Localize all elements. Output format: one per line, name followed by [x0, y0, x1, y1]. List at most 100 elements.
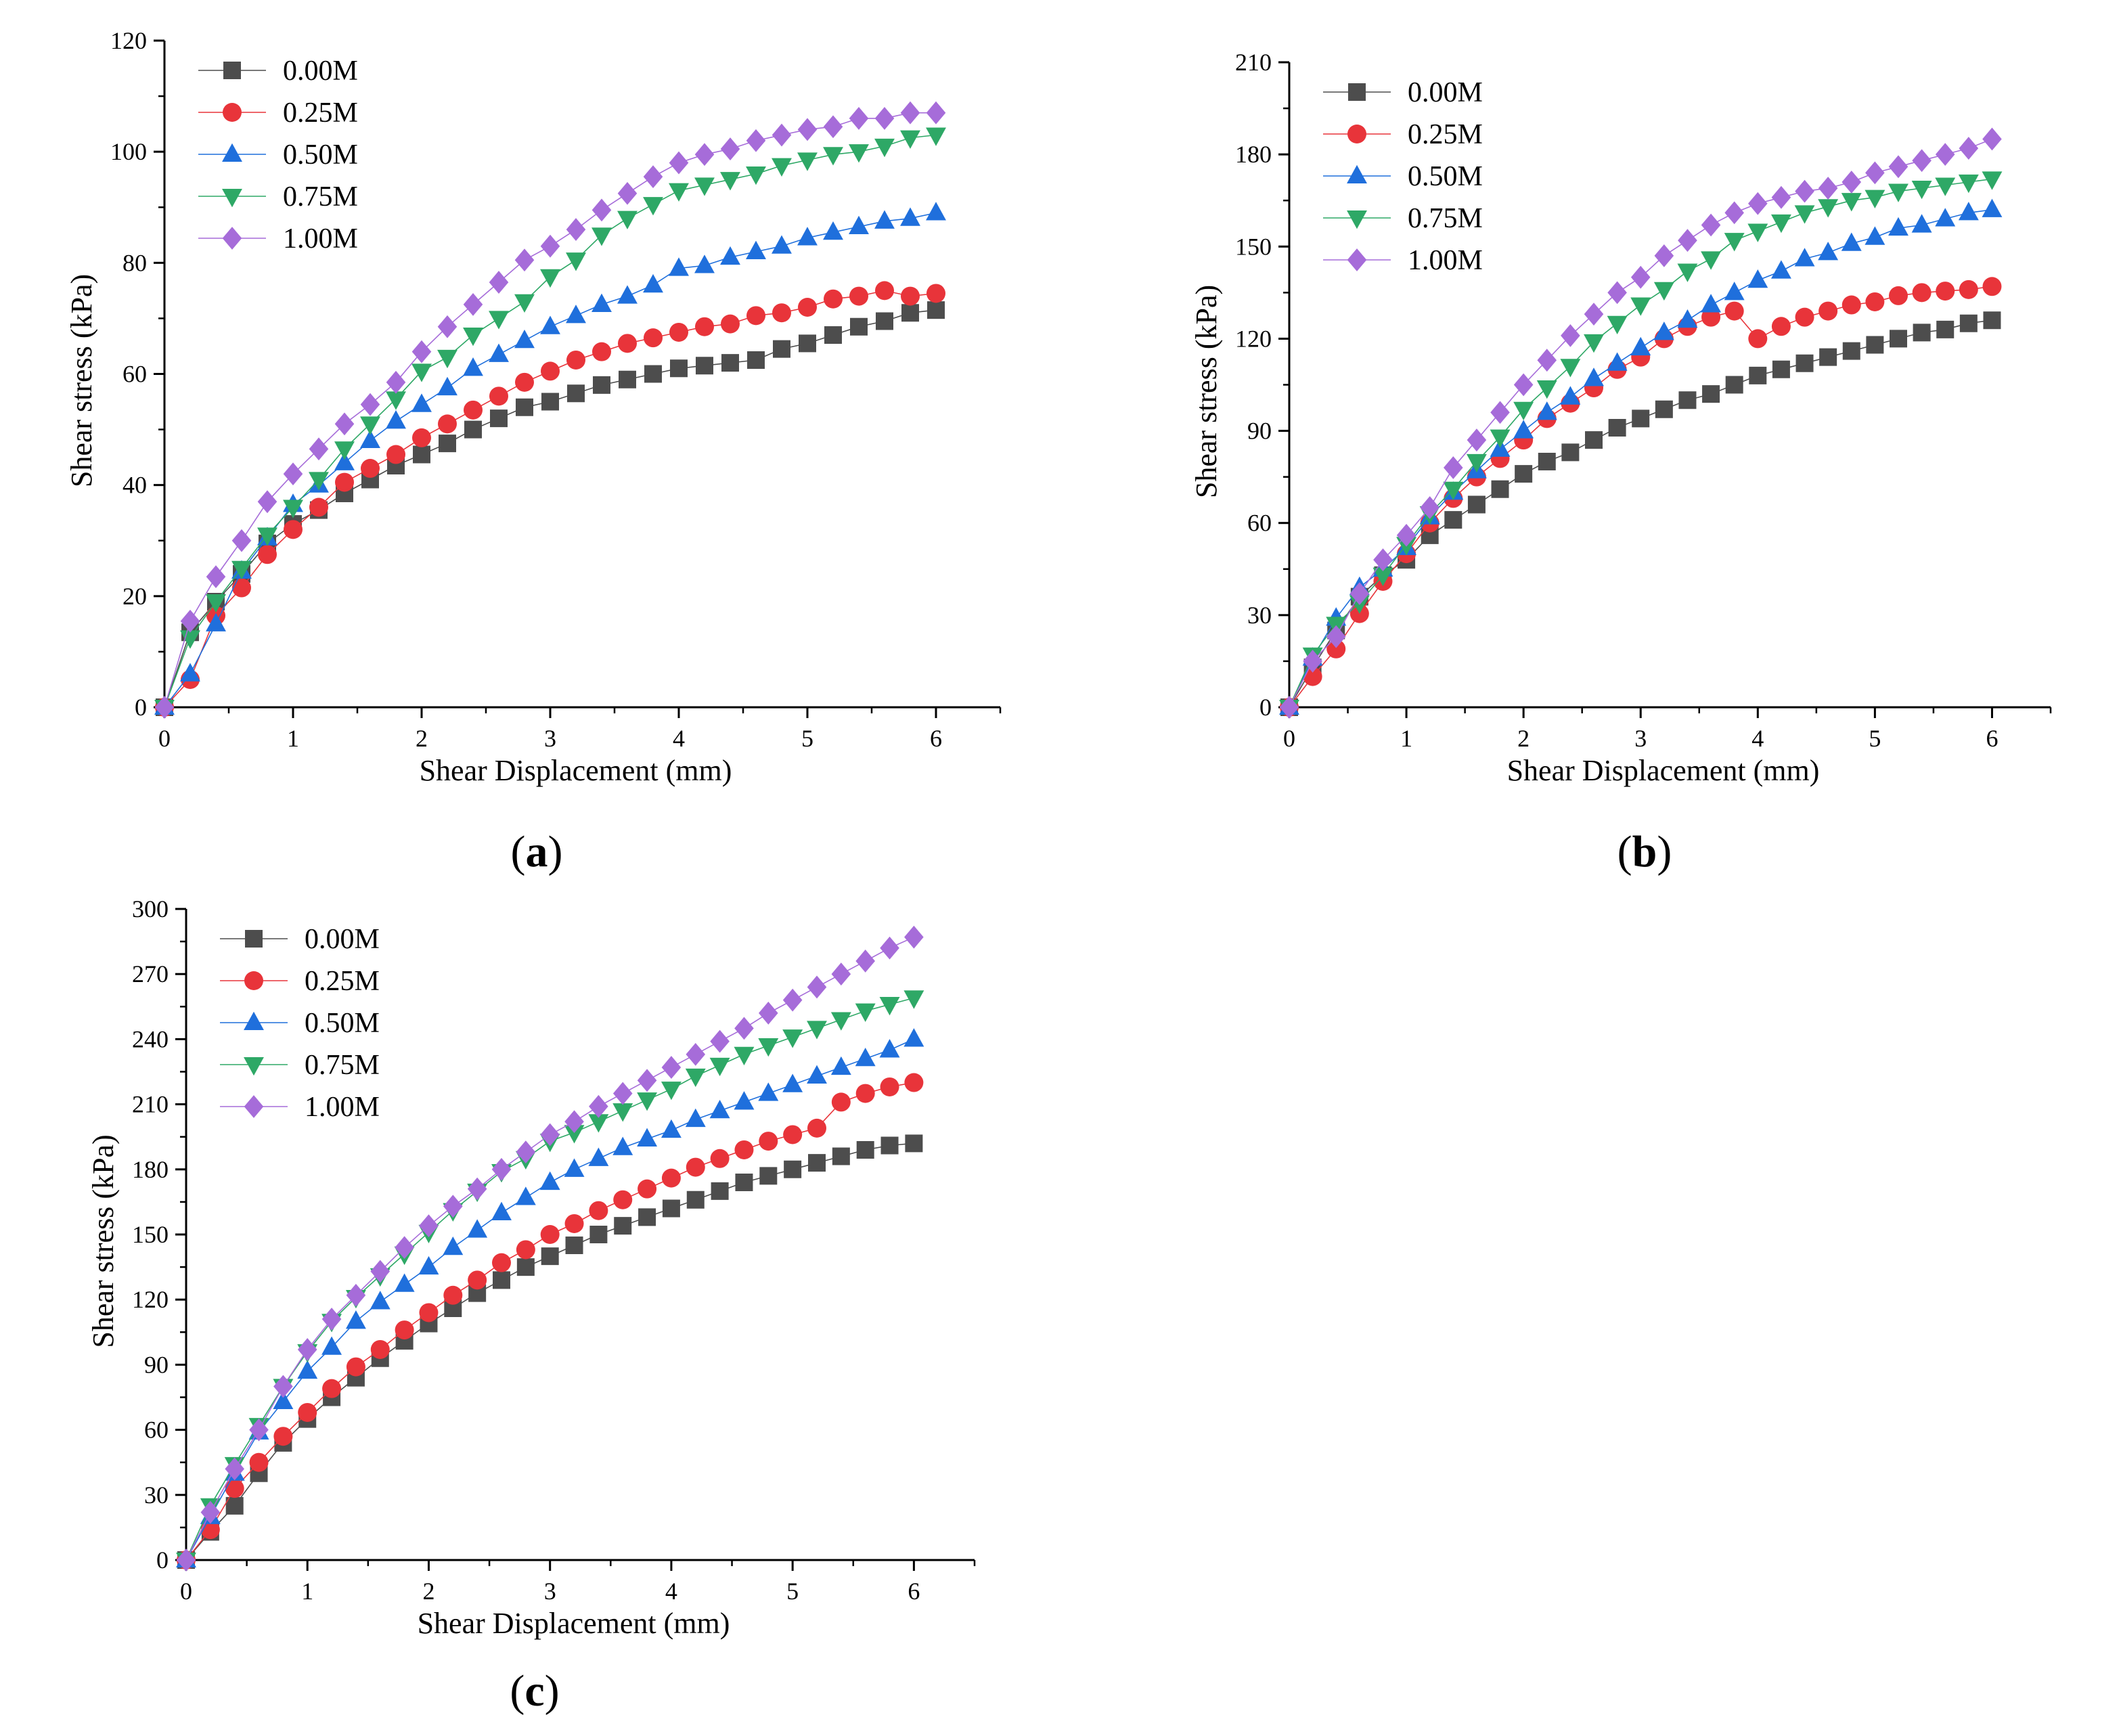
data-point	[1630, 336, 1651, 356]
data-point	[566, 305, 586, 324]
data-point	[759, 1132, 778, 1151]
data-point	[772, 158, 792, 177]
data-point	[661, 1119, 682, 1138]
data-point	[360, 429, 380, 449]
y-tick-label: 210	[132, 1091, 169, 1118]
data-point	[1795, 307, 1814, 327]
legend-label: 1.00M	[1408, 245, 1483, 276]
data-point	[1630, 265, 1651, 289]
data-point	[309, 497, 328, 517]
data-point	[225, 1479, 244, 1498]
series-0.00M	[177, 1134, 923, 1569]
data-point	[206, 613, 226, 631]
data-point	[644, 365, 662, 383]
data-point	[1607, 281, 1627, 305]
data-point	[322, 1379, 342, 1398]
legend-label: 0.50M	[305, 1008, 380, 1039]
data-point	[418, 1255, 439, 1275]
legend-marker	[245, 930, 263, 948]
data-point	[798, 298, 817, 317]
legend-marker	[244, 971, 263, 990]
legend-label: 0.75M	[1408, 203, 1483, 234]
data-point	[644, 328, 663, 348]
data-point	[875, 281, 894, 301]
data-point	[1770, 214, 1791, 233]
data-point	[784, 1160, 802, 1178]
data-point	[1701, 251, 1722, 270]
data-point	[1841, 232, 1862, 251]
data-point	[1536, 401, 1557, 420]
data-point	[926, 202, 946, 221]
data-point	[612, 1103, 633, 1122]
data-point	[566, 218, 586, 241]
data-point	[297, 1338, 317, 1361]
data-point	[849, 144, 869, 163]
data-point	[249, 1418, 269, 1442]
data-point	[880, 936, 899, 960]
legend-entry: 0.50M	[1323, 161, 1483, 192]
data-point	[1889, 286, 1908, 305]
data-point	[772, 303, 791, 323]
data-point	[1491, 480, 1509, 498]
data-point	[1373, 548, 1393, 572]
data-point	[1655, 400, 1673, 418]
data-point	[709, 1099, 730, 1119]
data-point	[225, 1496, 244, 1515]
data-point	[758, 1082, 779, 1101]
data-point	[1818, 177, 1838, 200]
data-point	[1653, 321, 1674, 340]
series-line	[185, 997, 914, 1561]
x-tick-label: 4	[673, 725, 685, 752]
legend-marker	[222, 227, 242, 250]
x-tick-label: 5	[1869, 725, 1881, 752]
data-point	[593, 376, 610, 394]
data-point	[1818, 199, 1839, 218]
data-point	[824, 326, 842, 344]
x-tick-label: 2	[422, 1578, 434, 1605]
data-point	[797, 118, 818, 141]
data-point	[515, 1186, 536, 1205]
data-point	[360, 416, 380, 435]
data-point	[797, 152, 818, 171]
data-point	[904, 925, 924, 949]
data-point	[686, 1157, 705, 1177]
data-point	[1538, 452, 1556, 470]
data-point	[515, 372, 534, 392]
y-tick-label: 60	[122, 361, 147, 388]
data-point	[1795, 179, 1814, 203]
legend-marker	[1347, 210, 1367, 229]
data-point	[419, 1303, 439, 1322]
data-point	[926, 101, 946, 125]
data-point	[176, 1549, 196, 1572]
data-point	[273, 1427, 293, 1446]
data-point	[345, 1310, 366, 1329]
data-point	[489, 386, 508, 406]
panel-label: (c)	[510, 1666, 559, 1716]
data-point	[360, 393, 380, 416]
data-point	[1724, 301, 1744, 321]
data-point	[1841, 171, 1862, 194]
data-point	[516, 398, 533, 416]
data-point	[1770, 260, 1791, 279]
data-point	[1794, 205, 1815, 224]
data-point	[1819, 348, 1837, 366]
data-point	[1913, 324, 1931, 342]
data-point	[1911, 181, 1932, 200]
data-point	[273, 1390, 294, 1409]
data-point	[746, 129, 766, 152]
data-point	[463, 357, 483, 376]
legend-label: 0.00M	[1408, 77, 1483, 108]
series-line	[1289, 319, 1992, 708]
data-point	[772, 123, 792, 147]
data-point	[735, 1174, 753, 1192]
data-point	[489, 343, 509, 362]
data-point	[334, 441, 355, 460]
data-point	[1677, 263, 1698, 282]
data-point	[1653, 282, 1674, 301]
data-point	[709, 1057, 730, 1077]
data-point	[637, 1092, 658, 1111]
data-point	[1702, 385, 1720, 403]
data-point	[1608, 419, 1626, 437]
data-point	[1678, 229, 1697, 252]
